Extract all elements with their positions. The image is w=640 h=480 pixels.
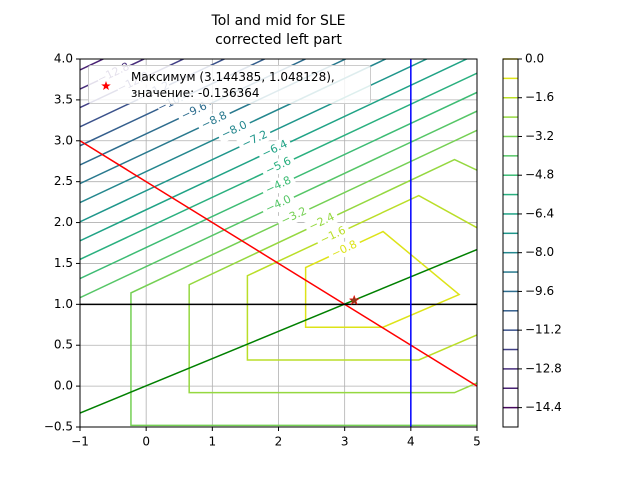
colorbar-tick-label: −12.8	[525, 361, 562, 375]
x-tick-label: 5	[473, 435, 481, 449]
y-tick-label: 1.0	[54, 297, 73, 311]
colorbar-tick-label: 0.0	[525, 52, 544, 66]
colorbar-tick-label: −1.6	[525, 90, 554, 104]
y-tick-label: 2.0	[54, 215, 73, 229]
colorbar-tick-label: −8.0	[525, 245, 554, 259]
contour-label-bg	[275, 202, 313, 230]
contour-label-bg	[303, 208, 341, 236]
contour-label-bg	[215, 116, 253, 144]
y-tick-label: 3.5	[54, 92, 73, 106]
colorbar-tick-label: −9.6	[525, 284, 554, 298]
contour-line	[246, 194, 477, 361]
x-tick-label: 0	[142, 435, 150, 449]
x-tick-label: 1	[209, 435, 217, 449]
chart-title: Tol and mid for SLE corrected left part	[211, 13, 346, 48]
contour-label-bg	[260, 190, 297, 218]
y-tick-label: −0.5	[44, 420, 73, 434]
colorbar-tick-label: −3.2	[525, 129, 554, 143]
x-tick-label: 2	[275, 435, 283, 449]
contour-line	[130, 129, 477, 427]
y-tick-label: 0.0	[54, 379, 73, 393]
colorbar-tick-label: −14.4	[525, 400, 562, 414]
colorbar-tick-label: −11.2	[525, 323, 562, 337]
legend-star	[101, 81, 111, 91]
legend-label: Максимум (3.144385, 1.048128), значение:…	[131, 70, 335, 100]
contour-label-bg	[195, 107, 233, 135]
y-tick-label: 1.5	[54, 256, 73, 270]
contour-line	[304, 230, 461, 328]
colorbar-tick-label: −6.4	[525, 206, 554, 220]
y-tick-label: 2.5	[54, 174, 73, 188]
x-tick-label: 3	[341, 435, 349, 449]
colorbar-tick-label: −4.8	[525, 168, 554, 182]
colorbar-frame	[502, 58, 519, 428]
contour-label-bg	[256, 135, 294, 163]
legend-marker	[101, 81, 111, 91]
axes: −1 0 1 2 3 4 5 −0.5 0.0 0.5 1.0 1.5 2.0 2.5 3.0 3.5 4.0 0…	[44, 52, 562, 449]
contour-label-bg	[314, 222, 352, 250]
plot-frame	[79, 58, 478, 428]
contour-line	[188, 158, 477, 394]
legend: Максимум (3.144385, 1.048128), значение:…	[88, 65, 371, 104]
x-tick-label: 4	[407, 435, 415, 449]
contour-label-bg	[175, 97, 213, 125]
contour-label-bg	[260, 171, 297, 200]
contour-label-bg	[260, 152, 297, 180]
contour-label-bg	[236, 126, 274, 154]
x-tick-label: −1	[71, 435, 89, 449]
contour-label-bg	[325, 236, 363, 264]
y-tick-label: 3.0	[54, 133, 73, 147]
max-point	[348, 294, 360, 306]
y-tick-label: 0.5	[54, 338, 73, 352]
contour-line	[80, 91, 477, 280]
y-tick-label: 4.0	[54, 52, 73, 66]
